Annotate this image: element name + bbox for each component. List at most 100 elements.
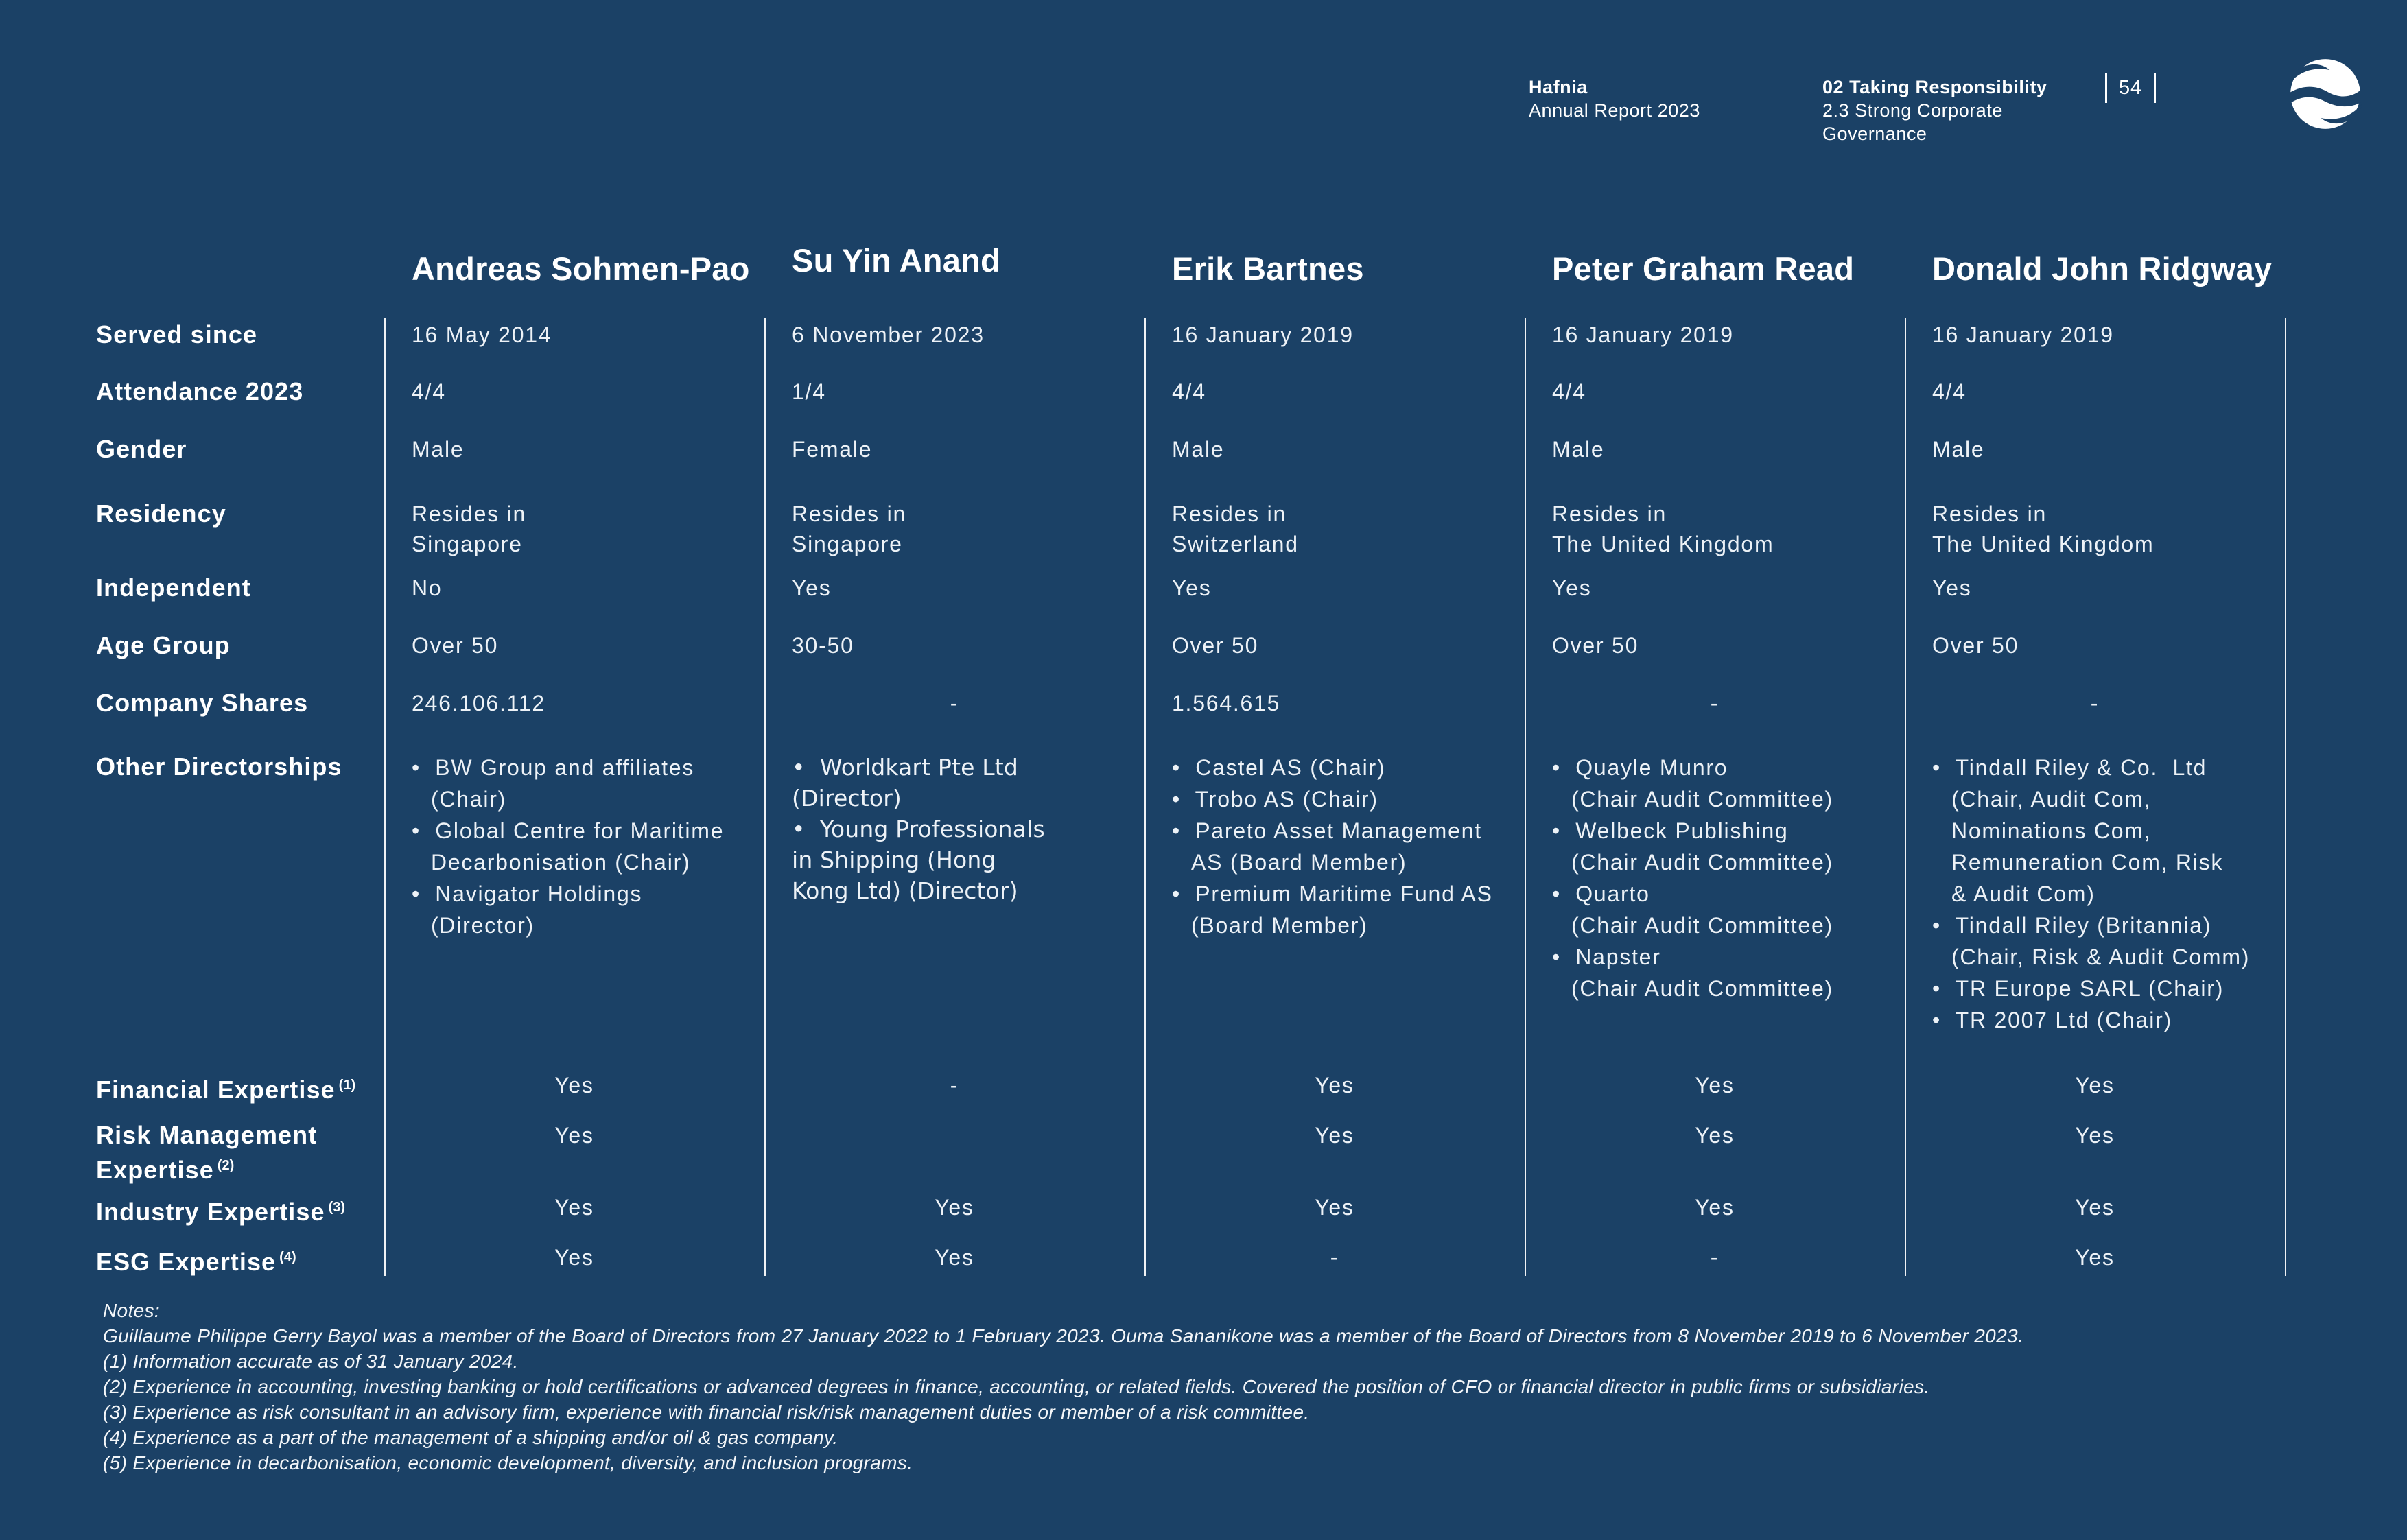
- industry-expertise-4: Yes: [2075, 1195, 2115, 1220]
- risk-expertise-3: Yes: [1695, 1123, 1735, 1148]
- risk-expertise-footnote-mark: (2): [217, 1158, 235, 1173]
- financial-expertise-4: Yes: [2075, 1073, 2115, 1098]
- directorships-3: • Quayle Munro (Chair Audit Committee) • W…: [1552, 752, 1899, 1004]
- independent-1: Yes: [792, 576, 832, 600]
- age-group-1: 30-50: [792, 633, 854, 658]
- directorships-2: • Castel AS (Chair) • Trobo AS (Chair) • P…: [1172, 752, 1518, 941]
- industry-expertise-3: Yes: [1695, 1195, 1735, 1220]
- section-breadcrumb: 02 Taking Responsibility 2.3 Strong Corp…: [1822, 75, 2047, 145]
- attendance-1: 1/4: [792, 379, 826, 404]
- independent-4: Yes: [1932, 576, 1972, 600]
- column-divider: [2285, 318, 2286, 1276]
- column-divider: [764, 318, 766, 1276]
- served-since-2: 16 January 2019: [1172, 322, 1354, 347]
- financial-expertise-label: Financial Expertise: [96, 1076, 336, 1104]
- company-shares-0: 246.106.112: [412, 691, 545, 715]
- directorship-item: • Worldkart Pte Ltd (Director): [792, 754, 1018, 812]
- directorships-1: • Worldkart Pte Ltd (Director) • Young Pro…: [792, 752, 1114, 906]
- financial-expertise-1: -: [950, 1073, 959, 1098]
- row-label-served-since: Served since: [96, 320, 258, 348]
- director-name-su-yin-anand: Su Yin Anand: [792, 242, 1000, 279]
- financial-expertise-3: Yes: [1695, 1073, 1735, 1098]
- page-number-value: 54: [2119, 76, 2142, 99]
- residency-2: Resides in Switzerland: [1172, 501, 1299, 556]
- directorship-item: • BW Group and affiliates (Chair): [412, 755, 695, 812]
- row-label-residency: Residency: [96, 499, 226, 528]
- directorship-item: • Welbeck Publishing (Chair Audit Committ…: [1552, 818, 1833, 875]
- page-number-bar-right: [2154, 73, 2156, 103]
- directorship-item: • Premium Maritime Fund AS (Board Member): [1172, 881, 1493, 938]
- company-shares-1: -: [950, 691, 959, 715]
- attendance-3: 4/4: [1552, 379, 1586, 404]
- residency-0: Resides in Singapore: [412, 501, 527, 556]
- row-label-independent: Independent: [96, 573, 251, 602]
- attendance-2: 4/4: [1172, 379, 1206, 404]
- industry-expertise-0: Yes: [554, 1195, 594, 1220]
- row-label-risk-expertise: Risk Management Expertise (2): [96, 1120, 384, 1185]
- risk-expertise-4: Yes: [2075, 1123, 2115, 1148]
- served-since-0: 16 May 2014: [412, 322, 552, 347]
- brand-title: Hafnia: [1529, 77, 1588, 97]
- directorships-4: • Tindall Riley & Co. Ltd (Chair, Audit C…: [1932, 752, 2279, 1036]
- director-name-peter-graham-read: Peter Graham Read: [1552, 250, 1855, 287]
- independent-3: Yes: [1552, 576, 1592, 600]
- risk-expertise-0: Yes: [554, 1123, 594, 1148]
- page-number: 54: [2105, 71, 2156, 104]
- residency-4: Resides in The United Kingdom: [1932, 501, 2154, 556]
- directorships-0: • BW Group and affiliates (Chair) • Global…: [412, 752, 758, 941]
- notes-title: Notes:: [103, 1300, 160, 1321]
- gender-0: Male: [412, 437, 465, 462]
- esg-expertise-1: Yes: [935, 1245, 974, 1270]
- directorship-item: • Trobo AS (Chair): [1172, 787, 1378, 812]
- row-label-attendance: Attendance 2023: [96, 377, 304, 405]
- row-label-other-directorships: Other Directorships: [96, 753, 342, 781]
- row-label-esg-expertise: ESG Expertise (4): [96, 1242, 384, 1277]
- directorship-item: • Pareto Asset Management AS (Board Membe…: [1172, 818, 1482, 875]
- served-since-4: 16 January 2019: [1932, 322, 2114, 347]
- risk-expertise-label-line2: Expertise (2): [96, 1150, 384, 1185]
- risk-expertise-label-text: Expertise: [96, 1156, 214, 1184]
- gender-1: Female: [792, 437, 873, 462]
- risk-expertise-label-line1: Risk Management: [96, 1121, 318, 1149]
- industry-expertise-2: Yes: [1315, 1195, 1354, 1220]
- report-brand: Hafnia Annual Report 2023: [1529, 75, 1700, 122]
- section-title: 02 Taking Responsibility: [1822, 77, 2047, 97]
- row-label-company-shares: Company Shares: [96, 689, 309, 717]
- esg-expertise-label: ESG Expertise: [96, 1248, 277, 1276]
- column-divider: [1525, 318, 1526, 1276]
- risk-expertise-2: Yes: [1315, 1123, 1354, 1148]
- gender-3: Male: [1552, 437, 1605, 462]
- independent-0: No: [412, 576, 443, 600]
- esg-expertise-4: Yes: [2075, 1245, 2115, 1270]
- company-shares-3: -: [1710, 691, 1719, 715]
- attendance-0: 4/4: [412, 379, 446, 404]
- residency-3: Resides in The United Kingdom: [1552, 501, 1774, 556]
- gender-4: Male: [1932, 437, 1985, 462]
- column-divider: [384, 318, 386, 1276]
- financial-expertise-footnote-mark: (1): [338, 1078, 356, 1093]
- company-shares-4: -: [2090, 691, 2100, 715]
- served-since-3: 16 January 2019: [1552, 322, 1734, 347]
- director-name-donald-john-ridgway: Donald John Ridgway: [1932, 250, 2273, 287]
- column-divider: [1144, 318, 1146, 1276]
- attendance-4: 4/4: [1932, 379, 1966, 404]
- age-group-3: Over 50: [1552, 633, 1639, 658]
- directorship-item: • Quarto (Chair Audit Committee): [1552, 881, 1833, 938]
- age-group-2: Over 50: [1172, 633, 1259, 658]
- age-group-0: Over 50: [412, 633, 499, 658]
- served-since-1: 6 November 2023: [792, 322, 985, 347]
- gender-2: Male: [1172, 437, 1225, 462]
- directorship-item: • Tindall Riley (Britannia) (Chair, Risk …: [1932, 913, 2251, 969]
- directorship-item: • TR Europe SARL (Chair): [1932, 976, 2224, 1001]
- industry-expertise-footnote-mark: (3): [328, 1200, 345, 1215]
- industry-expertise-1: Yes: [935, 1195, 974, 1220]
- row-label-age-group: Age Group: [96, 631, 231, 659]
- column-divider: [1905, 318, 1906, 1276]
- company-shares-2: 1.564.615: [1172, 691, 1281, 715]
- row-label-industry-expertise: Industry Expertise (3): [96, 1192, 384, 1227]
- section-subtitle-line1: 2.3 Strong Corporate: [1822, 100, 2003, 121]
- notes-lines: Guillaume Philippe Gerry Bayol was a mem…: [103, 1325, 2023, 1473]
- director-name-erik-bartnes: Erik Bartnes: [1172, 250, 1364, 287]
- directorship-item: • Tindall Riley & Co. Ltd (Chair, Audit C…: [1932, 755, 2224, 906]
